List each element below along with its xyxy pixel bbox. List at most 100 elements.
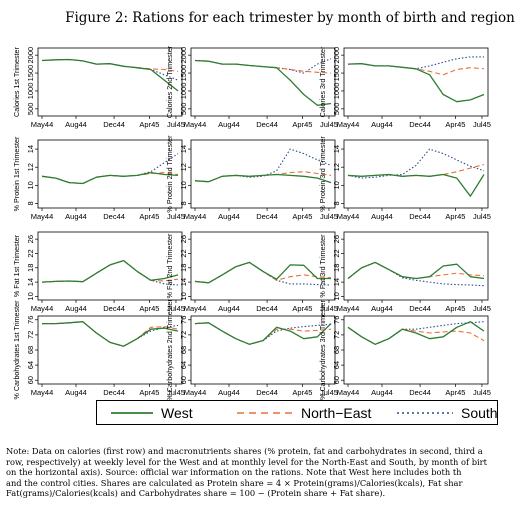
x-tick-label: Aug44 (218, 388, 240, 397)
x-tick-label: Apr45 (139, 212, 159, 221)
y-tick-label: 68 (332, 346, 341, 354)
x-tick-label: Apr45 (292, 120, 312, 129)
series-line-west (194, 173, 332, 184)
y-tick-label: 10 (179, 292, 188, 300)
y-axis-label: Calories 3rd Trimester (318, 46, 327, 117)
series-line-south (347, 148, 485, 179)
x-tick-label: Jul45 (320, 388, 338, 397)
y-axis-label: % Fat 3rd Trimester (318, 234, 327, 298)
y-tick-label: 8 (332, 201, 341, 205)
y-tick-label: 72 (26, 331, 35, 339)
y-tick-label: 72 (332, 331, 341, 339)
plot-frame (343, 231, 489, 301)
y-tick-label: 12 (26, 163, 35, 171)
chart-panel: 10 14 18 22 26 % Fat 2nd Trimester May44 Aug44 D… (165, 231, 338, 313)
y-tick-label: 1500 (179, 65, 188, 82)
chart-panel: 10 14 18 22 26 % Fat 1st Trimester May44 Aug44 D… (12, 231, 185, 313)
x-tick-label: Aug44 (65, 388, 87, 397)
y-tick-label: 18 (26, 264, 35, 272)
chart-panel: 60 64 68 72 76 % Carbohydrates 2nd Trimester M… (165, 299, 338, 400)
y-tick-label: 12 (332, 163, 341, 171)
y-tick-label: 60 (332, 376, 341, 384)
chart-panel: 10 14 18 22 26 % Fat 3rd Trimester May44 Aug44 D… (318, 231, 491, 313)
legend-item-west: West (111, 403, 193, 423)
x-tick-label: May44 (184, 304, 207, 313)
plot-frame (190, 139, 336, 209)
figure-title: Figure 2: Rations for each trimester by … (65, 10, 515, 26)
x-tick-label: Apr45 (292, 388, 312, 397)
y-tick-label: 10 (26, 292, 35, 300)
y-tick-label: 22 (179, 249, 188, 257)
plot-frame (37, 231, 183, 301)
y-tick-label: 26 (179, 235, 188, 243)
x-tick-label: Apr45 (292, 212, 312, 221)
x-tick-label: Dec44 (256, 120, 278, 129)
y-tick-label: 10 (26, 181, 35, 189)
x-tick-label: Aug44 (371, 212, 393, 221)
series-line-north-east (347, 326, 485, 345)
series-line-west (42, 321, 179, 347)
x-tick-label: May44 (31, 304, 54, 313)
x-tick-label: Dec44 (103, 212, 125, 221)
plot-frame (190, 47, 336, 117)
y-tick-label: 2000 (332, 47, 341, 64)
x-tick-label: Jul45 (473, 304, 491, 313)
y-tick-label: 60 (179, 376, 188, 384)
x-tick-label: Dec44 (103, 120, 125, 129)
legend-swatch-north-east (237, 412, 293, 414)
series-line-west (41, 171, 179, 185)
note-line-3: on the horizontal axis). Source: officia… (6, 467, 462, 478)
series-line-west (41, 259, 179, 283)
y-axis-label: % Fat 2nd Trimester (165, 233, 174, 298)
y-axis-label: % Fat 1st Trimester (12, 234, 21, 297)
x-tick-label: May44 (337, 304, 360, 313)
y-tick-label: 10 (179, 181, 188, 189)
x-tick-label: Dec44 (103, 388, 125, 397)
y-tick-label: 60 (26, 376, 35, 384)
y-tick-label: 14 (332, 278, 341, 286)
chart-panel: 60 64 68 72 76 % Carbohydrates 1st Trimester M… (12, 300, 185, 400)
x-tick-label: Aug44 (371, 388, 393, 397)
plot-frame (343, 315, 489, 385)
series-line-west (347, 321, 485, 345)
y-tick-label: 22 (26, 249, 35, 257)
y-tick-label: 500 (26, 103, 35, 116)
legend-item-north-east: North−East (237, 403, 371, 423)
y-tick-label: 8 (179, 201, 188, 205)
y-tick-label: 10 (332, 181, 341, 189)
x-tick-label: Aug44 (65, 212, 87, 221)
series-line-south (347, 261, 485, 287)
series-line-north-east (347, 163, 485, 177)
y-tick-label: 12 (179, 163, 188, 171)
y-tick-label: 64 (179, 361, 188, 369)
series-line-west (194, 322, 332, 345)
y-tick-label: 18 (332, 264, 341, 272)
y-tick-label: 2000 (26, 47, 35, 64)
x-tick-label: Dec44 (409, 304, 431, 313)
series-line-north-east (41, 172, 179, 185)
x-tick-label: May44 (184, 120, 207, 129)
chart-panel: 8 10 12 14 % Protein 2nd Trimester May44 Aug44… (165, 135, 338, 221)
y-tick-label: 68 (179, 346, 188, 354)
y-tick-label: 76 (179, 316, 188, 324)
series-line-south (41, 58, 179, 81)
series-line-west (347, 63, 485, 103)
x-tick-label: Jul45 (473, 212, 491, 221)
plot-frame (343, 47, 489, 117)
y-tick-label: 1000 (332, 83, 341, 100)
x-tick-label: Jul45 (320, 304, 338, 313)
y-tick-label: 68 (26, 346, 35, 354)
y-axis-label: Calories 1st Trimester (12, 46, 21, 117)
plot-frame (190, 231, 336, 301)
y-tick-label: 2000 (179, 47, 188, 64)
y-tick-label: 10 (332, 292, 341, 300)
x-tick-label: May44 (184, 212, 207, 221)
legend-swatch-south (397, 412, 453, 414)
note-line-2: row, respectively) at weekly level for t… (6, 456, 487, 467)
x-tick-label: Jul45 (167, 304, 185, 313)
x-tick-label: Apr45 (139, 304, 159, 313)
y-tick-label: 14 (26, 278, 35, 286)
note-line-5: Fat(grams)/Calories(kcals) and Carbohydr… (6, 488, 386, 499)
